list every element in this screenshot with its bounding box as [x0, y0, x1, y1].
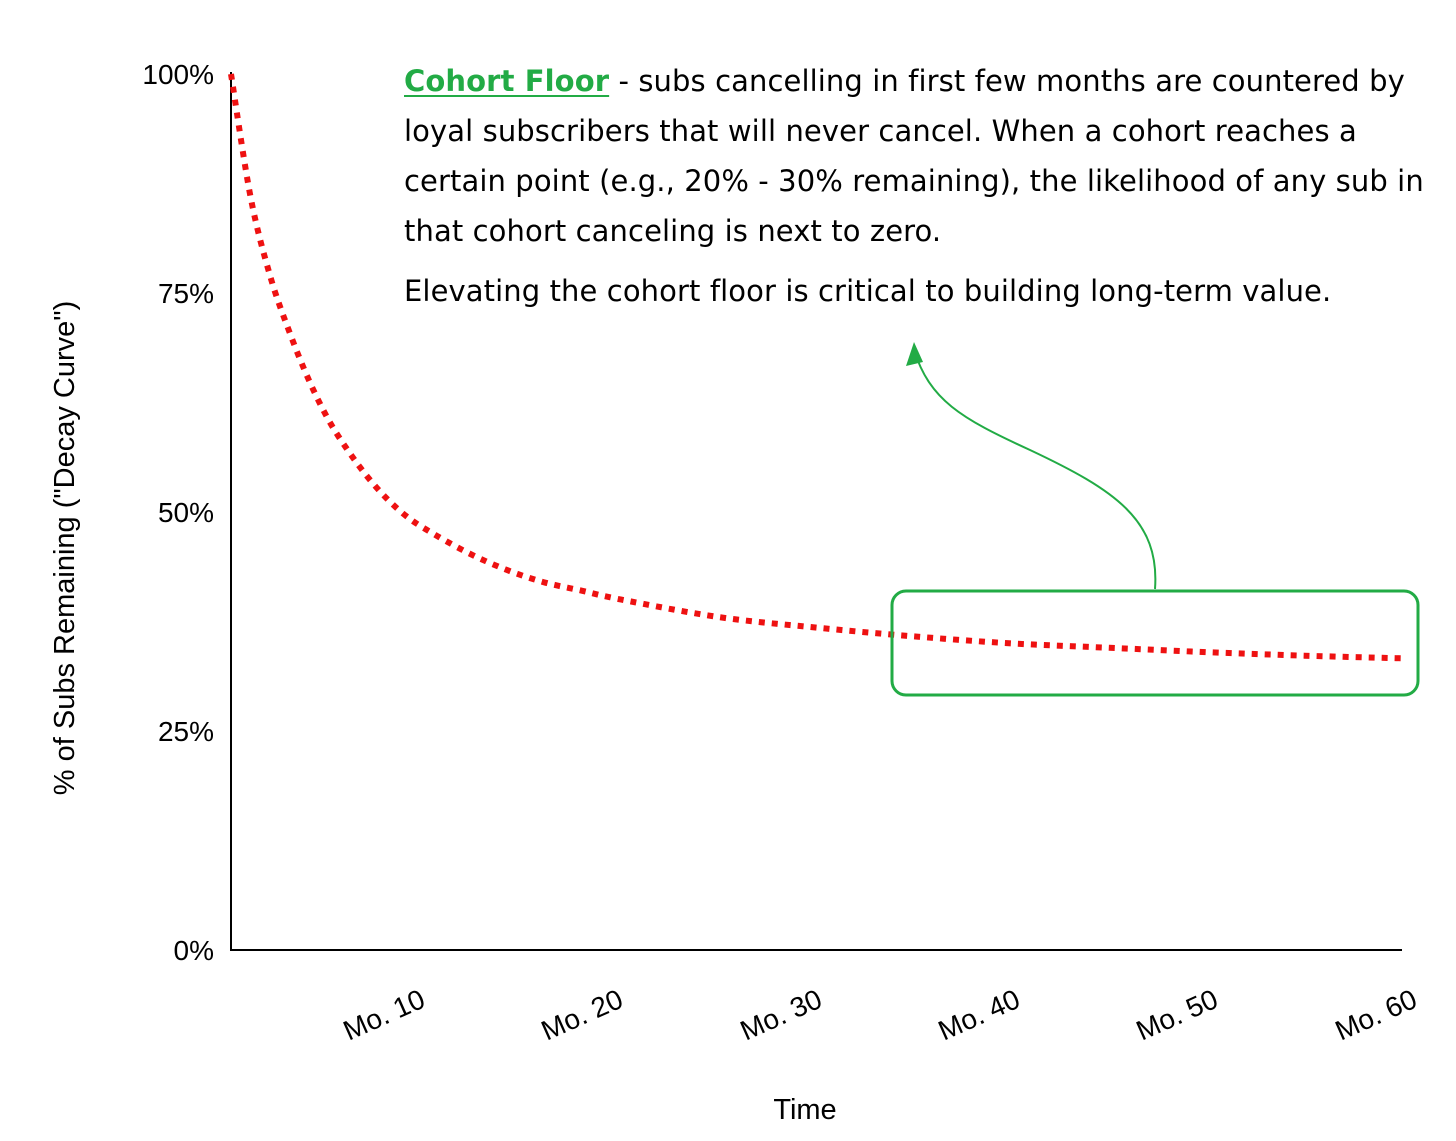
- annotation-text: - subs cancelling in first few months ar…: [404, 64, 1424, 248]
- axes: [230, 72, 1402, 951]
- x-tick-label: Mo. 30: [736, 983, 827, 1046]
- y-axis-title: % of Subs Remaining ("Decay Curve"): [49, 301, 81, 795]
- y-tick-label: 50%: [158, 497, 214, 528]
- cohort-floor-annotation: Cohort Floor - subs cancelling in first …: [404, 56, 1444, 316]
- cohort-floor-label: Cohort Floor: [404, 64, 610, 98]
- x-tick-label: Mo. 40: [934, 983, 1025, 1046]
- cohort-floor-arrow: [913, 349, 1157, 590]
- x-tick-label: Mo. 20: [537, 983, 628, 1046]
- series-layer: [228, 73, 1403, 662]
- y-tick-label: 0%: [174, 935, 214, 966]
- cohort-floor-highlight-box: [890, 589, 1420, 697]
- y-tick-label: 75%: [158, 278, 214, 309]
- x-tick-label: Mo. 50: [1132, 983, 1223, 1046]
- x-axis-title: Time: [773, 1094, 836, 1126]
- y-tick-label: 100%: [142, 59, 214, 90]
- decay-curve-line: [228, 73, 1403, 662]
- annotation-conclusion: Elevating the cohort floor is critical t…: [404, 274, 1332, 308]
- x-tick-label: Mo. 60: [1331, 983, 1422, 1046]
- x-tick-labels: Mo. 10 Mo. 20 Mo. 30 Mo. 40 Mo. 50 Mo. 6…: [339, 983, 1422, 1046]
- y-tick-label: 25%: [158, 716, 214, 747]
- y-tick-labels: 0% 25% 50% 75% 100%: [142, 59, 214, 966]
- annotation-paragraph: Cohort Floor - subs cancelling in first …: [404, 56, 1444, 256]
- arrowhead-icon: [906, 342, 923, 366]
- x-tick-label: Mo. 10: [339, 983, 430, 1046]
